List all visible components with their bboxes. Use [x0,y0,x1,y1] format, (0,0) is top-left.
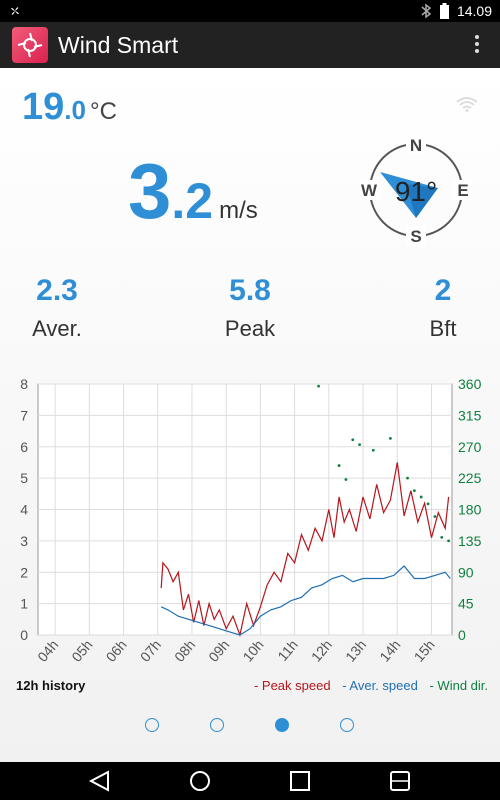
wind-compass: N S W E 91° [358,132,474,248]
legend-average-speed: - Aver. speed [342,678,418,693]
peak-speed-line [160,462,450,638]
y-right-tick-label: 0 [458,627,466,643]
page-dot-2[interactable] [210,718,224,732]
wind-direction-point [389,436,392,440]
compass-rose-icon: N S W E [360,134,472,246]
x-tick-label: 15h [410,637,437,665]
page-indicator [0,717,500,733]
y-right-tick-label: 270 [458,439,482,455]
overflow-menu-icon[interactable] [474,35,480,55]
wind-direction-point [426,502,430,506]
y-left-tick-label: 4 [20,502,28,518]
compass-west-label: W [361,181,378,200]
stat-average-value: 2.3 [36,274,78,307]
bluetooth-icon [421,3,432,19]
x-tick-label: 06h [103,637,130,665]
y-left-tick-label: 7 [20,407,28,423]
page-dot-3[interactable] [275,718,289,732]
legend-peak-speed: - Peak speed [253,678,331,693]
wind-speed-unit: m/s [219,197,258,224]
battery-icon [439,3,449,19]
navigation-bar [0,762,500,800]
legend-wind-direction: - Wind dir. [429,678,488,693]
status-time: 14.09 [456,3,492,19]
app-bar: Wind Smart [0,22,500,68]
wind-direction-point [351,438,355,442]
x-tick-label: 08h [171,637,198,665]
main-content: 19.0 °C 3.2 m/s N S W E 91° 2.3 Aver. [0,68,500,762]
x-tick-label: 09h [205,637,232,665]
y-left-tick-label: 6 [20,439,28,455]
stat-average-label: Aver. [32,316,82,341]
y-left-tick-label: 1 [20,596,28,612]
wind-direction-degrees: 91° [394,176,438,207]
back-icon[interactable] [88,770,112,792]
wind-speed-decimal: .2 [171,173,214,229]
stat-peak-label: Peak [224,316,276,341]
wind-direction-point [412,489,416,493]
status-bar: 14.09 [0,0,500,22]
compass-north-label: N [410,136,422,155]
y-right-tick-label: 315 [458,407,482,423]
wind-direction-point [371,448,375,452]
wind-speed-integer: 3 [128,147,172,235]
average-speed-line [160,565,451,636]
stat-average: 2.3 Aver. [22,274,92,342]
wind-direction-point [317,384,320,388]
y-left-tick-label: 5 [20,470,28,486]
wind-direction-point [406,476,409,480]
stat-beaufort-label: Bft [429,316,457,341]
x-tick-label: 12h [308,637,335,665]
page-dot-1[interactable] [145,718,159,732]
y-right-tick-label: 90 [458,564,474,580]
wind-direction-point [447,539,450,543]
stat-peak: 5.8 Peak [212,274,288,342]
chart-legend: - Peak speed - Aver. speed - Wind dir. [246,678,488,693]
wind-speed-readout: 3.2 m/s [128,146,258,237]
x-tick-label: 11h [274,637,301,664]
x-tick-label: 07h [137,637,164,665]
temperature-unit: °C [89,98,117,125]
y-left-tick-label: 3 [20,533,28,549]
fan-icon [11,7,19,15]
y-right-tick-label: 135 [458,533,482,549]
compass-south-label: S [410,227,421,246]
wind-direction-point [344,478,348,481]
x-tick-label: 14h [376,637,403,665]
split-screen-icon[interactable] [388,770,412,792]
x-tick-label: 05h [68,637,95,665]
y-right-tick-label: 180 [458,502,482,518]
wind-direction-point [358,443,362,447]
x-tick-label: 10h [239,637,266,665]
home-icon[interactable] [188,770,212,792]
wind-direction-point [419,495,423,499]
y-left-tick-label: 2 [20,564,28,580]
wind-direction-point [337,464,341,467]
temperature-readout: 19.0 °C [22,86,117,129]
y-left-tick-label: 0 [20,627,28,643]
stat-peak-value: 5.8 [229,274,271,307]
app-title: Wind Smart [58,32,179,58]
temperature-decimal: .0 [64,95,86,125]
stat-beaufort: 2 Bft [420,274,466,342]
recent-apps-icon[interactable] [288,770,312,792]
history-label: 12h history [16,678,86,693]
x-tick-label: 04h [34,637,61,665]
y-right-tick-label: 45 [458,596,474,612]
y-right-tick-label: 360 [458,376,482,392]
y-right-tick-label: 225 [458,470,482,486]
wind-direction-point [433,515,437,518]
y-left-tick-label: 8 [20,376,28,392]
wifi-signal-icon [456,97,478,112]
wind-direction-point [440,535,444,539]
compass-east-label: E [457,181,468,200]
app-logo-icon [12,27,48,63]
x-tick-label: 13h [342,637,369,665]
wind-direction-arrow-shade [406,184,438,218]
page-dot-4[interactable] [340,718,354,732]
temperature-integer: 19 [22,86,65,128]
stat-beaufort-value: 2 [434,274,452,307]
